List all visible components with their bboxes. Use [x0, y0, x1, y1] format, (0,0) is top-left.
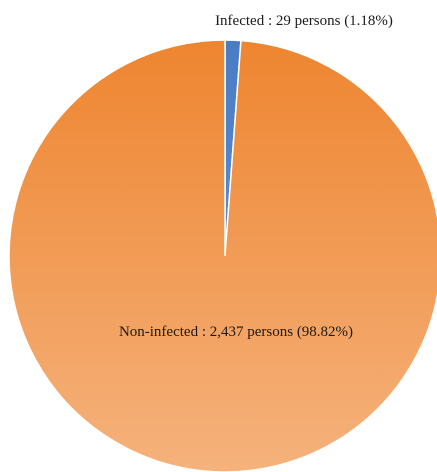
pie-slices: [8, 39, 437, 472]
slice-non-infected: [8, 39, 437, 472]
slice-label-infected: Infected : 29 persons (1.18%): [215, 13, 393, 29]
slice-label-non-infected: Non-infected : 2,437 persons (98.82%): [119, 324, 353, 340]
